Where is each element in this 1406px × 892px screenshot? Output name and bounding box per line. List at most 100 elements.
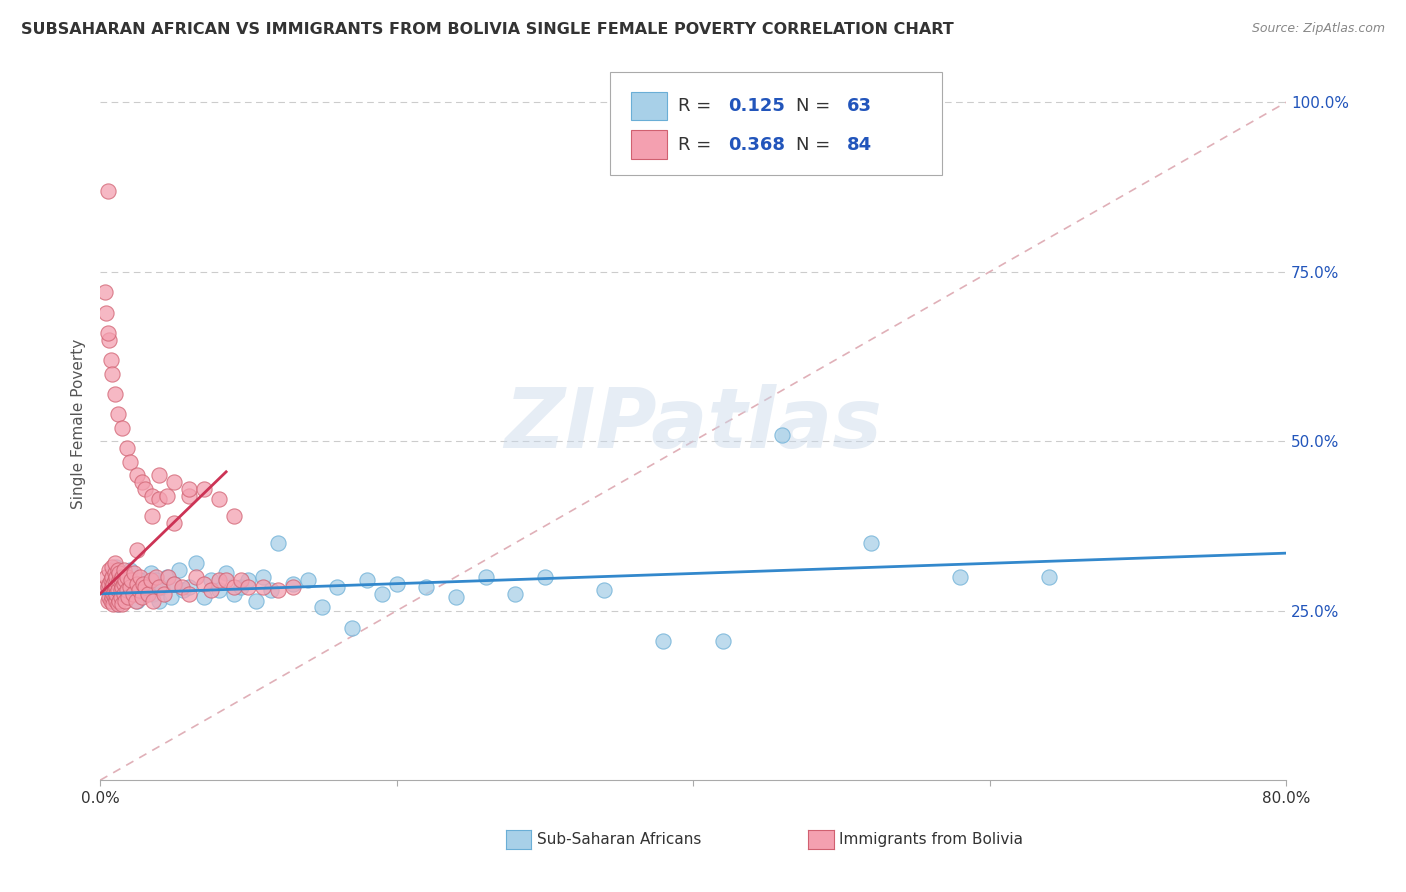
Point [118,563,141,577]
Point [121,583,143,598]
Point [96,580,118,594]
Point [186,570,208,584]
Point [117,574,139,588]
Text: 0.368: 0.368 [728,136,786,153]
Point [96,593,118,607]
Point [114,580,136,594]
Point [163,516,186,530]
Point [1038,570,1060,584]
Point [98,333,121,347]
Point [107,576,129,591]
Point [127,542,149,557]
Point [111,570,134,584]
Point [415,580,437,594]
Point [110,587,132,601]
Point [107,563,129,577]
Point [444,591,467,605]
Point [101,367,124,381]
FancyBboxPatch shape [631,92,666,120]
Point [112,576,135,591]
Point [104,591,127,605]
Point [139,566,162,581]
Point [156,489,179,503]
Point [111,570,134,584]
Point [105,587,128,601]
Point [160,591,183,605]
Point [117,591,139,605]
Point [125,593,148,607]
Point [503,587,526,601]
Point [267,536,290,550]
Point [148,593,170,607]
Point [356,574,378,588]
Point [148,468,170,483]
Point [103,566,125,581]
Text: R =: R = [678,136,717,153]
Point [103,597,125,611]
Point [121,587,143,601]
Point [131,587,153,601]
Point [215,574,238,588]
Point [326,580,349,594]
Point [281,580,304,594]
Point [170,580,193,594]
Point [100,353,122,368]
Point [593,583,616,598]
Point [129,574,152,588]
Point [110,583,132,598]
Point [153,587,176,601]
Point [267,583,290,598]
Point [141,508,163,523]
Text: R =: R = [678,97,717,115]
Point [108,576,131,591]
Point [134,580,156,594]
Point [208,583,231,598]
Point [156,570,179,584]
Point [186,557,208,571]
Point [101,580,124,594]
Point [111,597,134,611]
Point [533,570,555,584]
Point [136,587,159,601]
Point [145,570,167,584]
Point [112,563,135,577]
Point [114,593,136,607]
FancyBboxPatch shape [610,72,942,175]
Point [93,580,115,594]
Point [134,482,156,496]
Text: 0.125: 0.125 [728,97,786,115]
Point [222,587,245,601]
Point [711,634,734,648]
Point [104,574,127,588]
Point [107,597,129,611]
Text: N =: N = [796,97,837,115]
Point [94,570,117,584]
Point [100,593,122,607]
Point [142,587,165,601]
Point [98,576,121,591]
Point [118,455,141,469]
Point [163,576,186,591]
Point [136,583,159,598]
Point [105,580,128,594]
Point [105,559,128,574]
Point [101,559,124,574]
Point [177,489,200,503]
Point [145,574,167,588]
Point [115,583,138,598]
Point [112,587,135,601]
Point [127,468,149,483]
Point [105,593,128,607]
Point [208,574,231,588]
Point [200,583,222,598]
Point [208,491,231,506]
Point [115,441,138,455]
Point [104,583,127,598]
Point [229,580,252,594]
Point [128,583,150,598]
Point [157,570,180,584]
Point [115,570,138,584]
Point [107,597,129,611]
Text: SUBSAHARAN AFRICAN VS IMMIGRANTS FROM BOLIVIA SINGLE FEMALE POVERTY CORRELATION : SUBSAHARAN AFRICAN VS IMMIGRANTS FROM BO… [21,22,953,37]
Text: Immigrants from Bolivia: Immigrants from Bolivia [839,832,1024,847]
